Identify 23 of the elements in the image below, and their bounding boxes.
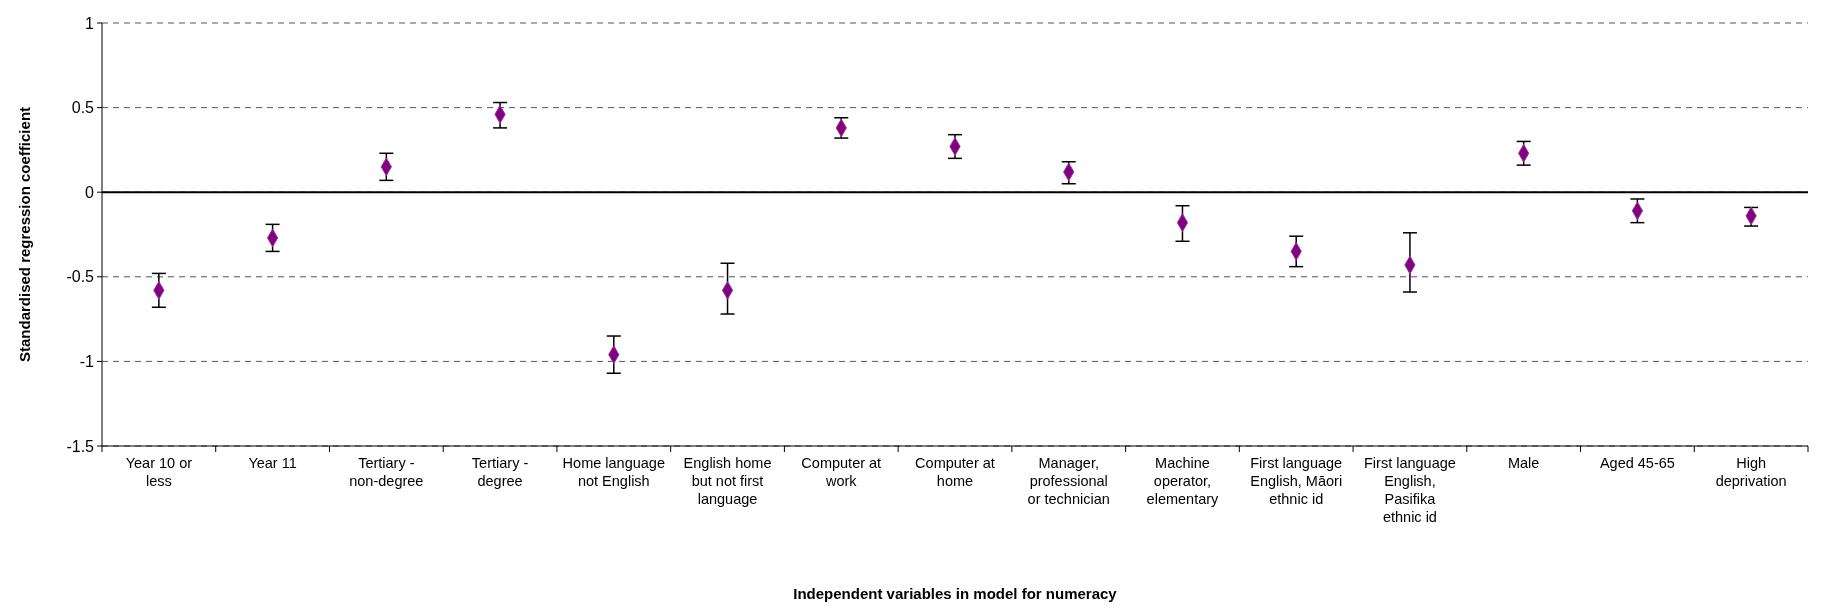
x-axis-title: Independent variables in model for numeracy [793,585,1118,602]
x-tick-label: Computer at home [915,455,995,489]
x-tick-label: Male [1507,455,1540,471]
y-tick-label: -0.5 [66,268,95,286]
x-tick-label: Tertiary - non-degree [349,455,424,489]
x-tick-label: Machine operator, elementary [1146,455,1220,507]
y-tick-label: 0.5 [71,99,95,117]
x-tick-label: Aged 45-65 [1599,455,1675,471]
x-tick-label: Home language not English [562,455,665,489]
x-tick-label: First language English, Pasifika ethnic id [1363,455,1456,525]
y-axis-title: Standardised regression coefficient [16,106,33,363]
x-tick-label: English home but not first language [683,455,772,507]
x-tick-label: Year 11 [248,455,297,471]
y-tick-label: 1 [85,14,95,32]
x-tick-label: Computer at work [801,455,882,489]
x-tick-label: High deprivation [1715,455,1787,489]
y-tick-label: -1 [79,353,95,370]
y-tick-label: -1.5 [66,437,95,455]
y-tick-label: 0 [85,183,95,201]
x-tick-label: First language English, Māori ethnic id [1250,455,1343,507]
x-tick-label: Year 10 or less [125,455,193,489]
x-tick-label: Manager, professional or technician [1027,455,1110,507]
x-tick-label: Tertiary - degree [471,455,529,489]
